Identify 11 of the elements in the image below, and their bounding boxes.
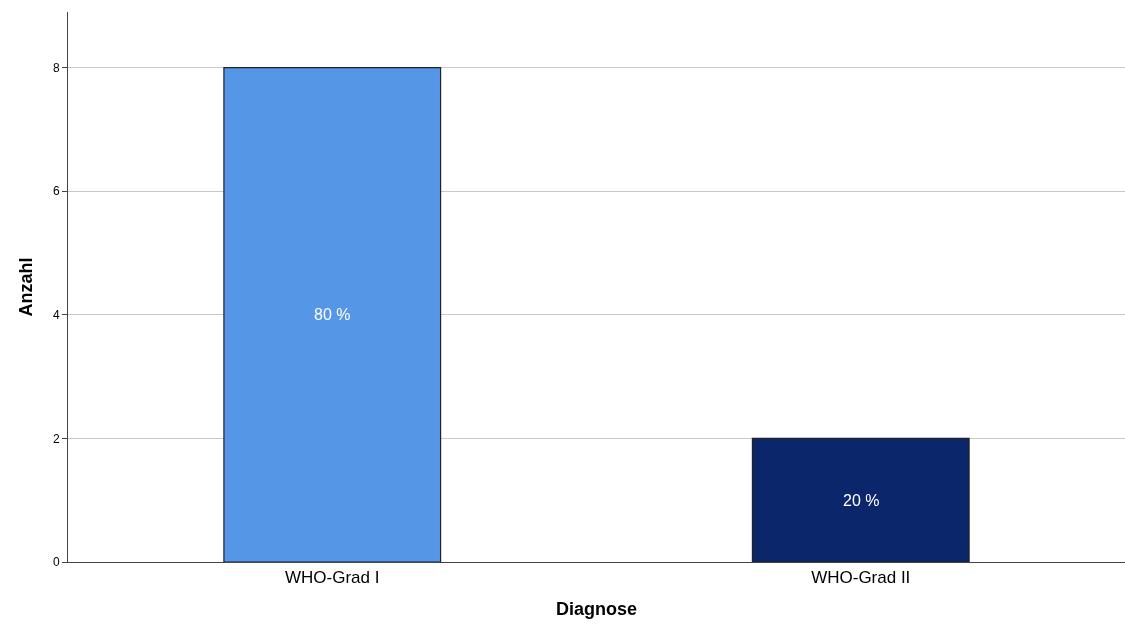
x-tick-label: WHO-Grad I — [285, 568, 380, 588]
y-tick-label: 0 — [52, 555, 60, 570]
x-axis-title: Diagnose — [555, 598, 638, 619]
y-tick-label: 8 — [52, 60, 60, 75]
y-tick-label: 4 — [52, 308, 60, 323]
annotation: 20 % — [843, 492, 880, 509]
x-tick-label: WHO-Grad II — [811, 568, 911, 588]
y-tick-label: 6 — [52, 184, 60, 199]
y-axis-title: Anzahl — [16, 257, 37, 317]
y-tick-label: 2 — [52, 431, 60, 446]
annotation: 80 % — [314, 306, 351, 323]
